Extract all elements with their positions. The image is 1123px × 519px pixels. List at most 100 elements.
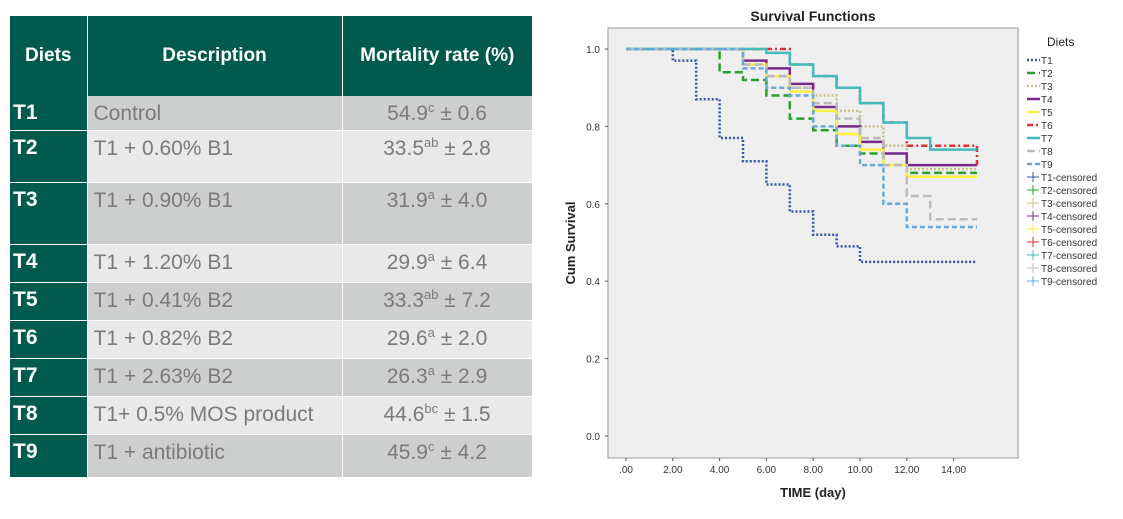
y-tick-label: 0.8 [586,122,600,133]
mortality-superscript: c [427,438,435,454]
mortality-value: 29.9 [386,250,428,274]
legend-label-t7: T7 [1041,134,1053,145]
mortality-cell: 45.9c ± 4.2 [342,434,533,478]
mortality-superscript: ab [424,134,439,150]
legend-censored-label: T7-censored [1041,251,1097,262]
header-diets: Diets [10,16,88,96]
legend-censored-label: T3-censored [1041,199,1097,210]
mortality-value: 54.9 [387,102,428,125]
header-description: Description [87,16,343,96]
diet-cell: T5 [10,282,88,321]
description-cell: T1 + 0.90% B1 [87,182,343,245]
table-row: T6 T1 + 0.82% B2 29.6a ± 2.0 [10,320,533,359]
mortality-cell: 44.6bc ± 1.5 [342,396,533,435]
table-row: T5 T1 + 0.41% B2 33.3ab ± 7.2 [10,282,533,321]
legend-censored-label: T8-censored [1041,264,1097,275]
x-tick-label: 8.00 [803,465,823,476]
mortality-superscript: ab [424,286,439,302]
description-cell: T1 + 0.82% B2 [87,320,343,359]
mortality-value: 33.5 [383,136,424,160]
legend-censored-label: T9-censored [1041,277,1097,288]
description-cell: T1 + 0.60% B1 [87,130,343,183]
mortality-value: 29.6 [386,326,428,350]
series-line-t1 [626,47,977,264]
x-axis-label: TIME (day) [780,485,846,500]
description-cell: T1 + 0.41% B2 [87,282,343,321]
diet-cell: T1 [10,96,88,131]
mortality-sd: ± 2.9 [434,364,488,388]
legend-label-t9: T9 [1041,160,1053,171]
y-tick-label: 0.6 [586,200,600,211]
legend-censored-label: T5-censored [1041,225,1097,236]
mortality-sd: ± 1.5 [438,402,491,426]
legend-label-t6: T6 [1041,121,1053,132]
legend-censored-label: T4-censored [1041,212,1097,223]
mortality-value: 33.3 [383,288,424,312]
mortality-superscript: a [427,362,435,378]
series-line-t8 [626,47,977,221]
x-tick-label: 10.00 [847,465,872,476]
description-cell: T1 + 1.20% B1 [87,244,343,283]
y-tick-label: 0.0 [586,432,600,443]
table-row: T9 T1 + antibiotic 45.9c ± 4.2 [10,434,533,478]
legend-label-t2: T2 [1041,69,1053,80]
mortality-sd: ± 4.0 [434,188,488,212]
table-header-row: Diets Description Mortality rate (%) [10,16,532,96]
diet-cell: T8 [10,396,88,435]
legend-censored-label: T2-censored [1041,186,1097,197]
series-line-t7 [626,47,977,151]
table-row: T2 T1 + 0.60% B1 33.5ab ± 2.8 [10,130,533,183]
mortality-sd: ± 6.4 [434,250,488,274]
description-cell: T1+ 0.5% MOS product [87,396,343,435]
header-mortality: Mortality rate (%) [342,16,532,96]
legend-label-t8: T8 [1041,147,1053,158]
x-tick-label: 4.00 [710,465,730,476]
diet-cell: T7 [10,358,88,397]
series-line-t9 [626,47,977,229]
y-tick-label: 0.4 [586,277,600,288]
description-cell: Control [87,96,343,131]
mortality-value: 31.9 [386,188,428,212]
table-row: T8 T1+ 0.5% MOS product 44.6bc ± 1.5 [10,396,533,435]
mortality-value: 26.3 [386,364,428,388]
mortality-sd: ± 0.6 [434,102,487,125]
mortality-cell: 31.9a ± 4.0 [342,182,533,245]
diet-cell: T3 [10,182,88,245]
legend-title: Diets [1047,35,1074,49]
table-row: T3 T1 + 0.90% B1 31.9a ± 4.0 [10,182,533,245]
mortality-superscript: bc [424,400,439,416]
legend-label-t1: T1 [1041,56,1053,67]
x-tick-label: 12.00 [894,465,919,476]
diet-cell: T9 [10,434,88,478]
description-cell: T1 + antibiotic [87,434,343,478]
mortality-cell: 26.3a ± 2.9 [342,358,533,397]
y-tick-label: 1.0 [586,45,600,56]
mortality-sd: ± 7.2 [438,288,491,312]
mortality-sd: ± 2.8 [438,136,491,160]
mortality-cell: 29.9a ± 6.4 [342,244,533,283]
diet-cell: T2 [10,130,88,183]
y-tick-label: 0.2 [586,355,600,366]
diet-cell: T4 [10,244,88,283]
description-cell: T1 + 2.63% B2 [87,358,343,397]
mortality-superscript: a [427,248,435,264]
legend-label-t5: T5 [1041,108,1053,119]
legend-label-t3: T3 [1041,82,1053,93]
table-row: T1 Control 54.9c ± 0.6 [10,96,533,131]
mortality-cell: 33.3ab ± 7.2 [342,282,533,321]
mortality-cell: 33.5ab ± 2.8 [342,130,533,183]
mortality-sd: ± 2.0 [434,326,488,350]
chart-title: Survival Functions [750,8,875,24]
table-row: T4 T1 + 1.20% B1 29.9a ± 6.4 [10,244,533,283]
mortality-cell: 54.9c ± 0.6 [342,96,533,131]
mortality-superscript: a [427,186,435,202]
diet-cell: T6 [10,320,88,359]
mortality-value: 44.6 [383,402,425,426]
survival-chart: Survival Functions 0.0 0.2 0.4 0.6 0.8 1.0 .00 2… [563,8,1097,500]
mortality-value: 45.9 [387,440,428,464]
mortality-cell: 29.6a ± 2.0 [342,320,533,359]
x-tick-label: 14.00 [941,465,966,476]
legend-censored-label: T1-censored [1041,173,1097,184]
mortality-superscript: c [427,100,435,115]
mortality-table: Diets Description Mortality rate (%) T1 C… [10,16,533,478]
